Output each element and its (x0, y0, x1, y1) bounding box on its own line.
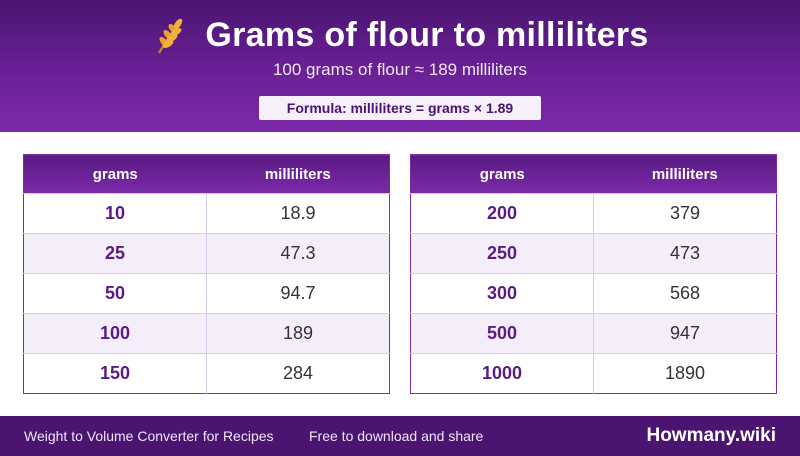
grams-cell: 250 (410, 233, 594, 274)
table-row: 100 189 (23, 313, 390, 354)
milliliters-cell: 379 (593, 193, 777, 234)
milliliters-cell: 947 (593, 313, 777, 354)
grams-cell: 100 (23, 313, 207, 354)
footer-bar: Weight to Volume Converter for Recipes F… (0, 416, 800, 456)
column-header-milliliters: milliliters (206, 154, 390, 194)
table-row: 50 94.7 (23, 273, 390, 314)
footer-tagline: Weight to Volume Converter for Recipes (24, 428, 274, 444)
table-row: 500 947 (410, 313, 777, 354)
page-subtitle: 100 grams of flour ≈ 189 milliliters (272, 60, 528, 79)
table-header-row: grams milliliters (410, 154, 777, 194)
grams-cell: 300 (410, 273, 594, 314)
milliliters-cell: 18.9 (206, 193, 390, 234)
grams-cell: 1000 (410, 353, 594, 394)
formula-badge: Formula: milliliters = grams × 1.89 (259, 96, 541, 120)
column-header-milliliters: milliliters (593, 154, 777, 194)
milliliters-cell: 284 (206, 353, 390, 394)
grams-cell: 10 (23, 193, 207, 234)
milliliters-cell: 94.7 (206, 273, 390, 314)
table-row: 10 18.9 (23, 193, 390, 234)
title-row: Grams of flour to milliliters (0, 12, 800, 58)
table-row: 150 284 (23, 353, 390, 394)
milliliters-cell: 473 (593, 233, 777, 274)
page-title: Grams of flour to milliliters (205, 15, 649, 54)
wheat-icon (158, 18, 183, 54)
milliliters-cell: 1890 (593, 353, 777, 394)
milliliters-cell: 568 (593, 273, 777, 314)
table-row: 1000 1890 (410, 353, 777, 394)
milliliters-cell: 189 (206, 313, 390, 354)
conversion-table-left: grams milliliters 10 18.9 25 47.3 50 94.… (23, 154, 390, 394)
grams-cell: 25 (23, 233, 207, 274)
conversion-table-right: grams milliliters 200 379 250 473 300 56… (410, 154, 777, 394)
column-header-grams: grams (410, 154, 594, 194)
grams-cell: 150 (23, 353, 207, 394)
brand-link[interactable]: Howmany.wiki (646, 425, 776, 446)
table-row: 300 568 (410, 273, 777, 314)
table-row: 25 47.3 (23, 233, 390, 274)
table-row: 200 379 (410, 193, 777, 234)
column-header-grams: grams (23, 154, 207, 194)
header-banner: Grams of flour to milliliters 100 grams … (0, 0, 800, 132)
footer-share-note: Free to download and share (309, 428, 484, 444)
grams-cell: 50 (23, 273, 207, 314)
table-header-row: grams milliliters (23, 154, 390, 194)
milliliters-cell: 47.3 (206, 233, 390, 274)
grams-cell: 200 (410, 193, 594, 234)
table-row: 250 473 (410, 233, 777, 274)
grams-cell: 500 (410, 313, 594, 354)
